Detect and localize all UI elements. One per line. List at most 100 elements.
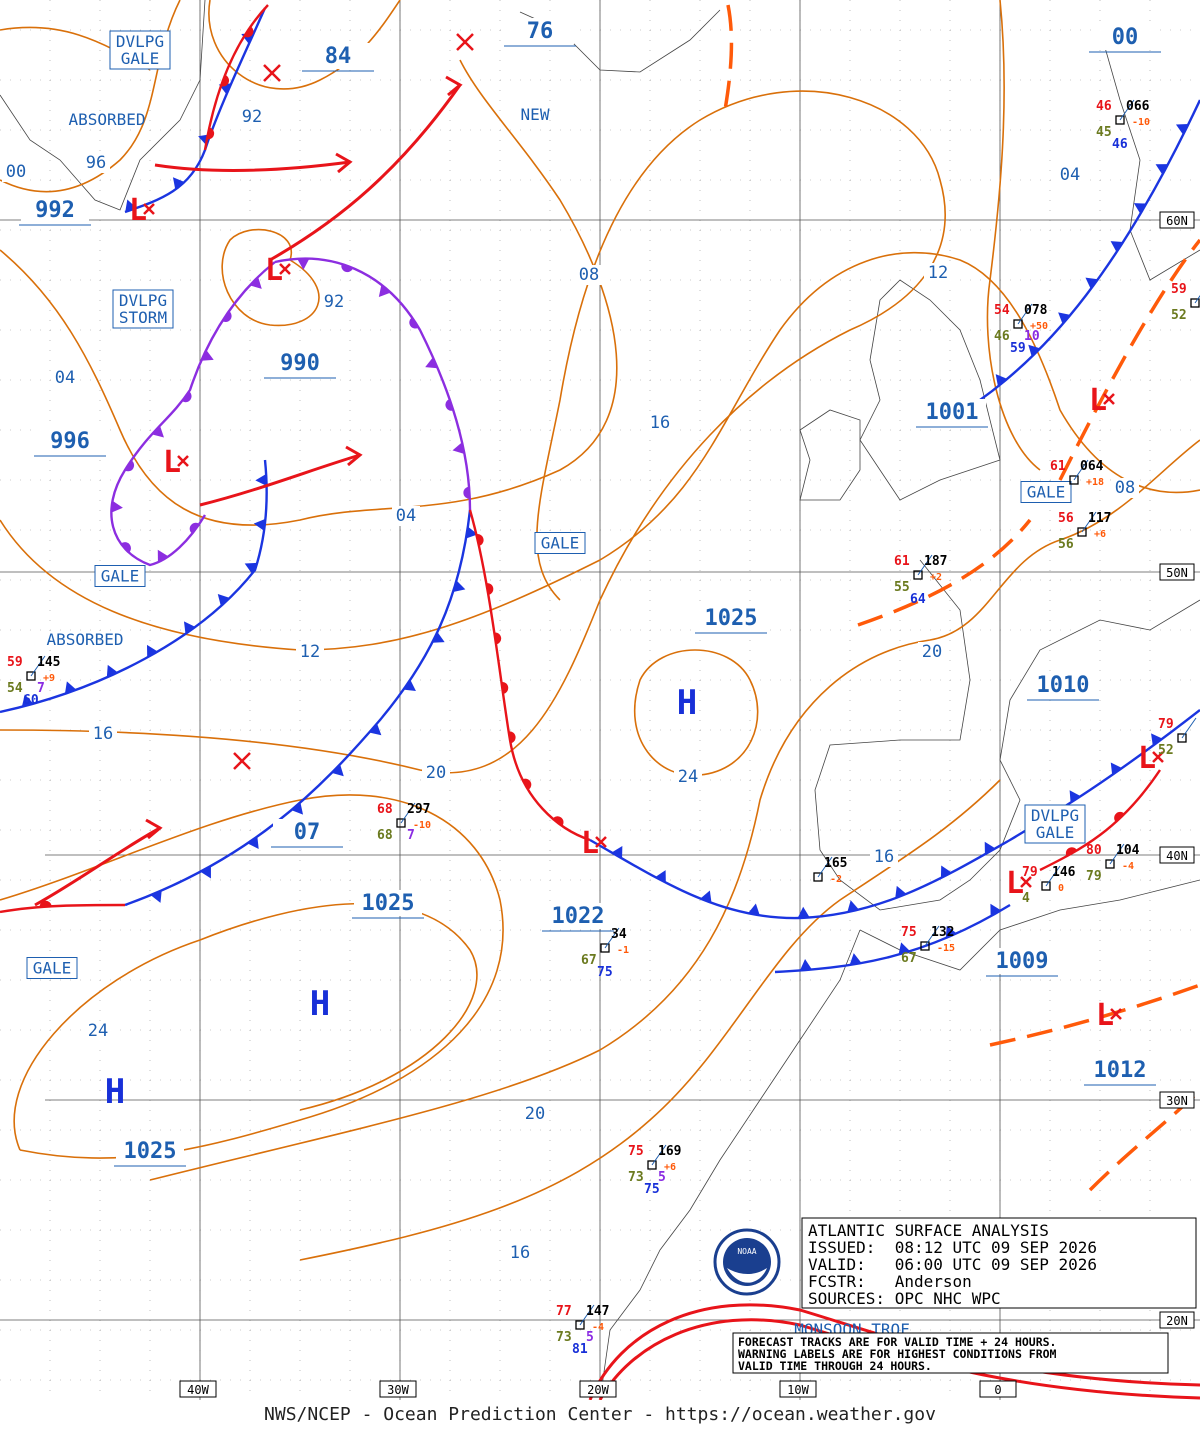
- lon-label: 0: [994, 1383, 1001, 1397]
- pressure-label-bg: [544, 903, 612, 929]
- front-symbol: [453, 580, 466, 592]
- front-symbol: [183, 621, 196, 634]
- coast-europe: [814, 559, 1200, 911]
- coastlines: [0, 0, 1200, 1401]
- front-symbol: [1133, 203, 1147, 214]
- isobar-label-bg: [870, 847, 898, 867]
- station-marker: [575, 1320, 585, 1330]
- front-symbol: [331, 764, 344, 777]
- front-symbol: [189, 522, 200, 534]
- station-temp: 79: [1158, 717, 1174, 732]
- pressure-label: 84: [325, 44, 352, 69]
- front-symbol: [244, 562, 258, 574]
- front-symbol: [21, 694, 34, 707]
- isobar-label-bg: [296, 642, 324, 662]
- front-symbol: [1110, 762, 1122, 775]
- isobar: [0, 59, 618, 526]
- warning-label: STORM: [119, 308, 167, 327]
- lat-label-box: [1159, 846, 1195, 864]
- isobar-label: 16: [650, 413, 670, 433]
- info-title: ATLANTIC SURFACE ANALYSIS: [808, 1221, 1049, 1240]
- isobar: [0, 90, 946, 774]
- high-center: H: [310, 984, 330, 1024]
- station-vis: 5: [658, 1170, 666, 1185]
- coast-ireland: [799, 409, 861, 501]
- wind-barb: [1017, 303, 1033, 325]
- station-temp: 59: [7, 655, 23, 670]
- track-arrow: [445, 75, 463, 97]
- station-dew: 73: [556, 1330, 572, 1345]
- front-symbol: [476, 534, 484, 546]
- station-temp: 75: [901, 925, 917, 940]
- lon-label: 20W: [587, 1383, 609, 1397]
- low-center: L: [1089, 383, 1107, 418]
- station-marker: [1041, 881, 1051, 891]
- front-symbol: [655, 870, 666, 883]
- front-symbol: [111, 500, 123, 513]
- isobar: [149, 439, 1200, 1181]
- wind-barb: [400, 802, 416, 824]
- wind-barb: [1194, 294, 1200, 304]
- lon-label: 30W: [387, 1383, 409, 1397]
- wind-barb: [651, 1144, 667, 1166]
- annotation: ABSORBED: [68, 110, 145, 129]
- isobar-label: 20: [426, 763, 446, 783]
- station-marker: [26, 671, 36, 681]
- low-center: L: [1096, 998, 1114, 1033]
- station-pres: 147: [586, 1304, 609, 1319]
- station-temp: 56: [1058, 511, 1074, 526]
- isobar-label-bg: [84, 1021, 112, 1041]
- station-tend: -4: [1122, 861, 1134, 872]
- front-symbol: [486, 583, 494, 595]
- low-x: [279, 263, 291, 275]
- front-symbol: [463, 486, 470, 499]
- coast-scandinavia: [1099, 29, 1200, 281]
- isobar-label: 00: [6, 162, 26, 182]
- info-box-frame: [801, 1217, 1197, 1309]
- front-symbol: [181, 391, 192, 403]
- info-valid: VALID: 06:00 UTC 09 SEP 2026: [808, 1255, 1097, 1274]
- info-forecaster: FCSTR: Anderson: [808, 1272, 972, 1291]
- footer: NWS/NCEP - Ocean Prediction Center - htt…: [264, 1404, 936, 1425]
- isobar-label: 16: [510, 1243, 530, 1263]
- station-temp: 79: [1022, 865, 1038, 880]
- station-dew: 67: [581, 953, 597, 968]
- trough: [723, 4, 734, 111]
- trough: [1058, 238, 1200, 481]
- front-symbol: [1065, 847, 1078, 857]
- isobar: [13, 902, 478, 1151]
- pressure-label-bg: [36, 428, 104, 454]
- station-marker: [396, 818, 406, 828]
- pressure-label-bg: [1091, 24, 1159, 50]
- front-symbol: [1028, 344, 1041, 357]
- isobar-label: 24: [88, 1021, 108, 1041]
- low-x: [1103, 393, 1115, 405]
- monsoon-trough: [598, 1318, 1200, 1401]
- lon-label-box: [179, 1380, 217, 1398]
- pressure-label-bg: [116, 1138, 184, 1164]
- front-symbol: [799, 959, 812, 971]
- front-symbol: [378, 284, 391, 298]
- position-x: [233, 752, 251, 770]
- lat-label-box: [1159, 1091, 1195, 1109]
- warm-front: [468, 509, 591, 842]
- isobar-label-bg: [320, 292, 348, 312]
- station-dew: 46: [994, 329, 1010, 344]
- pressure-label-bg: [304, 43, 372, 69]
- station-temp: 77: [556, 1304, 572, 1319]
- wind-barb: [1119, 99, 1135, 121]
- station-pres: 078: [1024, 303, 1048, 318]
- front-symbol: [1058, 312, 1071, 325]
- station-temp: 61: [894, 554, 910, 569]
- isobars: [0, 0, 1200, 1261]
- front-symbol: [403, 679, 416, 691]
- front-symbol: [898, 942, 911, 955]
- front-symbol: [247, 836, 259, 849]
- warning-box: [109, 30, 171, 70]
- warning-label: DVLPG: [116, 32, 164, 51]
- lon-label: 10W: [787, 1383, 809, 1397]
- isobar-label: 92: [242, 107, 262, 127]
- isobar-label-bg: [1111, 478, 1139, 498]
- warning-label: DVLPG: [1031, 806, 1079, 825]
- front-symbol: [1110, 241, 1124, 253]
